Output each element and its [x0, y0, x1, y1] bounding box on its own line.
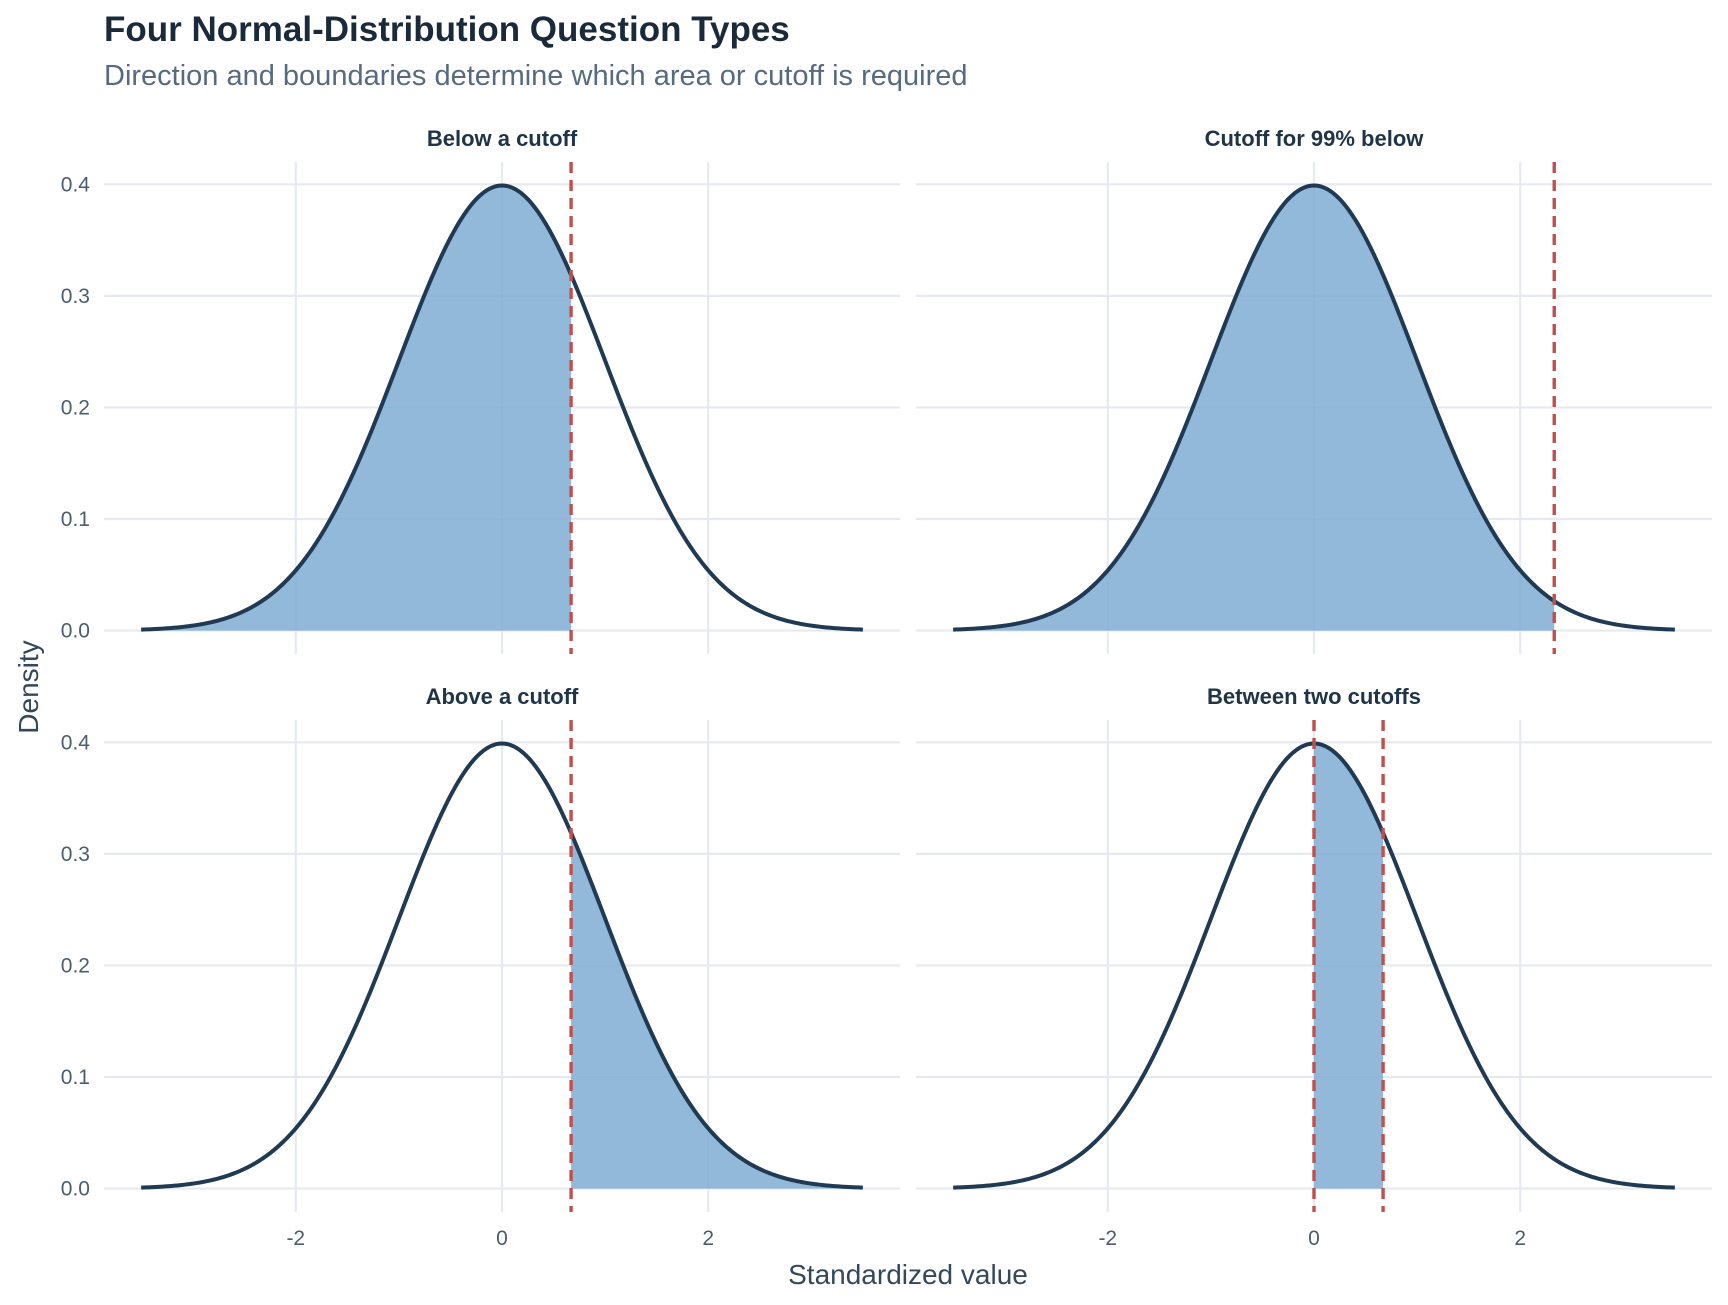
- panel-title: Below a cutoff: [427, 126, 578, 151]
- panel-1: Below a cutoff 0.0 0.1 0.2 0.3 0.4: [61, 126, 900, 654]
- chart-subtitle: Direction and boundaries determine which…: [104, 60, 968, 92]
- y-axis-title: Density: [13, 640, 44, 733]
- x-axis-title: Standardized value: [788, 1259, 1028, 1290]
- panel-2: Cutoff for 99% below: [916, 126, 1712, 654]
- panel-title: Cutoff for 99% below: [1205, 126, 1425, 151]
- shaded-area: [1314, 743, 1384, 1189]
- y-tick-label: 0.2: [61, 396, 90, 419]
- panel-3: Above a cutoff 0.0 0.1 0.2 0.3 0.4 -2 0 2: [61, 684, 900, 1250]
- panel-title: Between two cutoffs: [1207, 684, 1421, 709]
- y-tick-label: 0.3: [61, 843, 90, 866]
- y-tick-label: 0.1: [61, 1066, 90, 1089]
- x-tick-label: -2: [286, 1227, 305, 1250]
- y-tick-label: 0.0: [61, 1178, 90, 1201]
- x-tick-label: 0: [1308, 1227, 1320, 1250]
- x-tick-label: 2: [702, 1227, 714, 1250]
- chart-title: Four Normal-Distribution Question Types: [104, 10, 790, 49]
- y-tick-label: 0.4: [61, 173, 91, 196]
- shaded-area: [141, 185, 572, 631]
- y-tick-label: 0.1: [61, 508, 90, 531]
- density-curve: [141, 741, 863, 1190]
- y-tick-label: 0.0: [61, 620, 90, 643]
- shaded-area: [953, 185, 1555, 631]
- x-tick-label: 0: [496, 1227, 508, 1250]
- shaded-area: [571, 832, 863, 1189]
- x-tick-label: 2: [1514, 1227, 1526, 1250]
- panel-4: Between two cutoffs -2 0 2: [916, 684, 1712, 1250]
- y-tick-label: 0.3: [61, 285, 90, 308]
- panel-title: Above a cutoff: [426, 684, 579, 709]
- density-curve: [141, 183, 863, 632]
- y-tick-label: 0.2: [61, 954, 90, 977]
- x-tick-label: -2: [1098, 1227, 1117, 1250]
- y-tick-label: 0.4: [61, 731, 91, 754]
